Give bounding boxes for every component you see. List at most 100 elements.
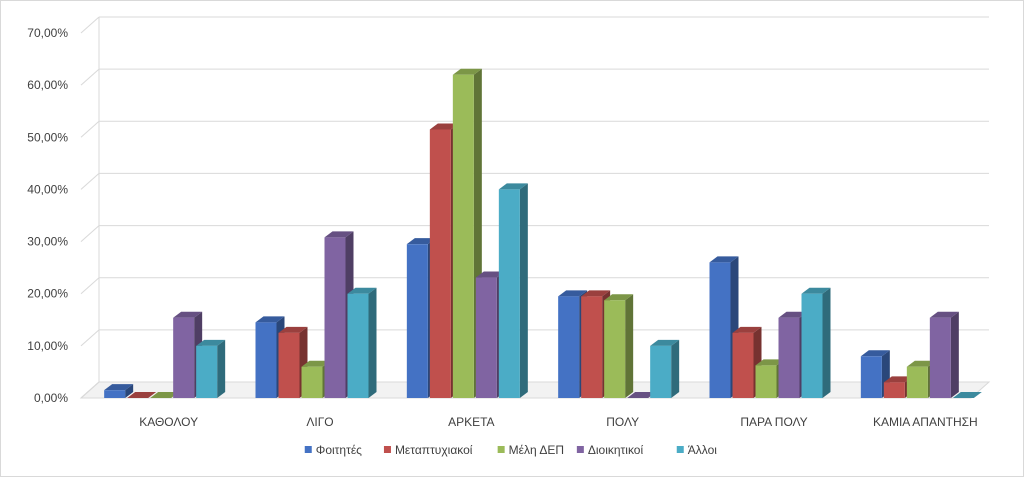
bar-side	[519, 183, 528, 398]
bar-front	[929, 317, 951, 398]
bar-top	[173, 311, 203, 318]
bar-front	[709, 262, 731, 398]
x-category-label: ΠΑΡΑ ΠΟΛΥ	[740, 415, 807, 429]
bar-side	[217, 339, 226, 398]
bar-top	[498, 183, 528, 190]
bar-top	[906, 360, 936, 367]
bar-top	[581, 290, 611, 297]
legend-item: Μέλη ΔΕΠ	[497, 443, 564, 457]
bar-top	[755, 359, 785, 366]
y-tick-label: 0,00%	[34, 391, 68, 405]
bar	[604, 294, 634, 398]
bar-top	[883, 376, 913, 383]
bar-top	[196, 339, 226, 346]
legend-label: Φοιτητές	[316, 443, 362, 457]
bar	[929, 311, 959, 398]
y-axis-tick-labels: 0,00% 10,00% 20,00% 30,00% 40,00% 50,00% 60,00…	[27, 26, 68, 405]
bar-top	[301, 360, 331, 367]
bar-front	[104, 390, 126, 398]
bar-front	[755, 365, 777, 398]
bar-top	[452, 68, 482, 75]
legend-label: Άλλοι	[688, 443, 718, 457]
gridline-diagonal	[80, 225, 100, 242]
bar-front	[732, 332, 754, 398]
bar-top	[278, 326, 308, 333]
bar-top	[604, 294, 634, 301]
bar-front	[347, 293, 369, 398]
bar-top	[255, 316, 285, 323]
bar-top	[709, 256, 739, 263]
y-tick-label: 10,00%	[27, 339, 68, 353]
bar-front	[558, 296, 580, 398]
bar-front	[255, 322, 277, 398]
bar	[952, 392, 982, 398]
bar-top	[324, 231, 354, 238]
y-tick-label: 20,00%	[27, 287, 68, 301]
y-tick-label: 40,00%	[27, 182, 68, 196]
x-category-label: ΚΑΜΙΑ ΑΠΑΝΤΗΣΗ	[873, 415, 978, 429]
bar-front	[581, 296, 603, 398]
bar	[196, 339, 226, 398]
bar-top	[778, 311, 808, 318]
bar-top	[860, 350, 890, 357]
bar-top	[150, 392, 180, 398]
bar-front	[778, 317, 800, 398]
gridline-diagonal	[80, 381, 100, 399]
bar	[801, 287, 831, 398]
bar	[498, 183, 528, 398]
y-tick-label: 60,00%	[27, 78, 68, 92]
bar-front	[324, 237, 346, 398]
legend-item: Άλλοι	[676, 443, 718, 457]
x-category-label: ΠΟΛΥ	[606, 415, 639, 429]
legend-swatch	[383, 446, 391, 453]
bar-front	[301, 366, 323, 398]
bar-front	[173, 317, 195, 398]
legend-item: Φοιτητές	[304, 443, 362, 457]
legend-item: Μεταπτυχιακοί	[383, 443, 473, 457]
bar-side	[671, 339, 680, 398]
bar-top	[732, 326, 762, 333]
gridline-diagonal	[80, 277, 100, 295]
bar-side	[950, 311, 959, 398]
x-category-label: ΛΙΓΟ	[306, 415, 333, 429]
gridline-diagonal	[80, 68, 100, 86]
bar-top	[406, 238, 436, 245]
bar	[650, 339, 680, 398]
y-tick-label: 30,00%	[27, 235, 68, 249]
bar-side	[625, 294, 634, 398]
x-category-label: ΑΡΚΕΤΑ	[448, 415, 494, 429]
bars	[104, 68, 982, 398]
bar-top	[429, 123, 459, 130]
bar-front	[906, 366, 928, 398]
bar-top	[801, 287, 831, 294]
bar-side	[368, 287, 377, 398]
bar-front	[801, 293, 823, 398]
bar-top	[558, 290, 588, 297]
legend-label: Διοικητικοί	[588, 443, 644, 457]
legend-swatch	[304, 446, 312, 453]
bar-top	[104, 384, 134, 391]
gridline-diagonal	[80, 16, 100, 34]
bar	[150, 392, 180, 398]
bar	[104, 384, 134, 398]
gridlines	[80, 16, 989, 399]
bar-front	[406, 244, 428, 398]
bar-side	[125, 384, 134, 398]
y-tick-label: 70,00%	[27, 26, 68, 40]
legend-swatch	[576, 446, 584, 453]
legend: Φοιτητές Μεταπτυχιακοί Μέλη ΔΕΠ Διοικητικοί…	[304, 443, 718, 457]
gridline-diagonal	[80, 173, 100, 190]
bar-top	[347, 287, 377, 294]
bar-top	[627, 392, 657, 398]
gridline-diagonal	[80, 120, 100, 138]
legend-label: Μέλη ΔΕΠ	[509, 443, 564, 457]
legend-swatch	[497, 446, 505, 453]
bar-side	[822, 287, 831, 398]
gridline-diagonal	[80, 329, 100, 347]
bar	[127, 392, 157, 398]
bar-front	[278, 332, 300, 398]
bar-front	[650, 345, 672, 398]
bar-front	[196, 345, 218, 398]
bar-front	[498, 189, 520, 398]
